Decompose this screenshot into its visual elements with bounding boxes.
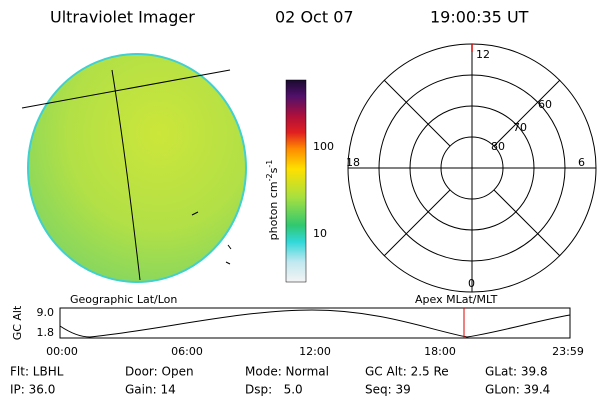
info-field: Seq: 39 <box>365 383 411 397</box>
mlat-label: 70 <box>513 121 527 134</box>
date: 02 Oct 07 <box>275 8 354 27</box>
longitude-line <box>111 69 141 281</box>
altitude-ytick: 9.0 <box>37 306 55 319</box>
caption: Apex MLat/MLT <box>415 293 498 306</box>
color-bar <box>285 79 307 283</box>
info-field: IP: 36.0 <box>10 383 55 397</box>
altitude-ytick: 1.8 <box>37 326 55 339</box>
mlt-label: 0 <box>468 277 475 290</box>
mlt-label: 18 <box>346 156 360 169</box>
altitude-xtick: 23:59 <box>552 345 584 358</box>
info-field: Door: Open <box>125 365 194 379</box>
info-field: Dsp: 5.0 <box>245 383 303 397</box>
coastline <box>191 211 232 265</box>
info-field: Flt: LBHL <box>10 365 64 379</box>
earth-image <box>21 53 247 283</box>
colorbar-tick: 100 <box>313 140 334 153</box>
colorbar-tick: 10 <box>313 227 327 240</box>
info-field: Mode: Normal <box>245 365 329 379</box>
mlt-label: 6 <box>578 156 585 169</box>
altitude-frame <box>59 307 571 339</box>
altitude-xtick: 06:00 <box>171 345 203 358</box>
mlat-label: 80 <box>491 140 505 153</box>
altitude-xtick: 12:00 <box>299 345 331 358</box>
caption: Geographic Lat/Lon <box>70 293 177 306</box>
altitude-xtick: 00:00 <box>46 345 78 358</box>
latitude-line <box>21 69 231 109</box>
altitude-xtick: 18:00 <box>424 345 456 358</box>
info-field: GLon: 39.4 <box>485 383 550 397</box>
polar-grid <box>347 43 597 293</box>
info-field: GLat: 39.8 <box>485 365 548 379</box>
mlat-label: 60 <box>538 98 552 111</box>
info-field: GC Alt: 2.5 Re <box>365 365 449 379</box>
info-field: Gain: 14 <box>125 383 176 397</box>
time: 19:00:35 UT <box>430 8 529 27</box>
altitude-curve <box>59 309 571 338</box>
title: Ultraviolet Imager <box>50 8 195 27</box>
colorbar-label: photon cm-2s-1 <box>265 160 281 241</box>
altitude-ylabel: GC Alt <box>11 305 24 340</box>
earth-disk <box>27 53 247 283</box>
mlt-label: 12 <box>476 48 490 61</box>
